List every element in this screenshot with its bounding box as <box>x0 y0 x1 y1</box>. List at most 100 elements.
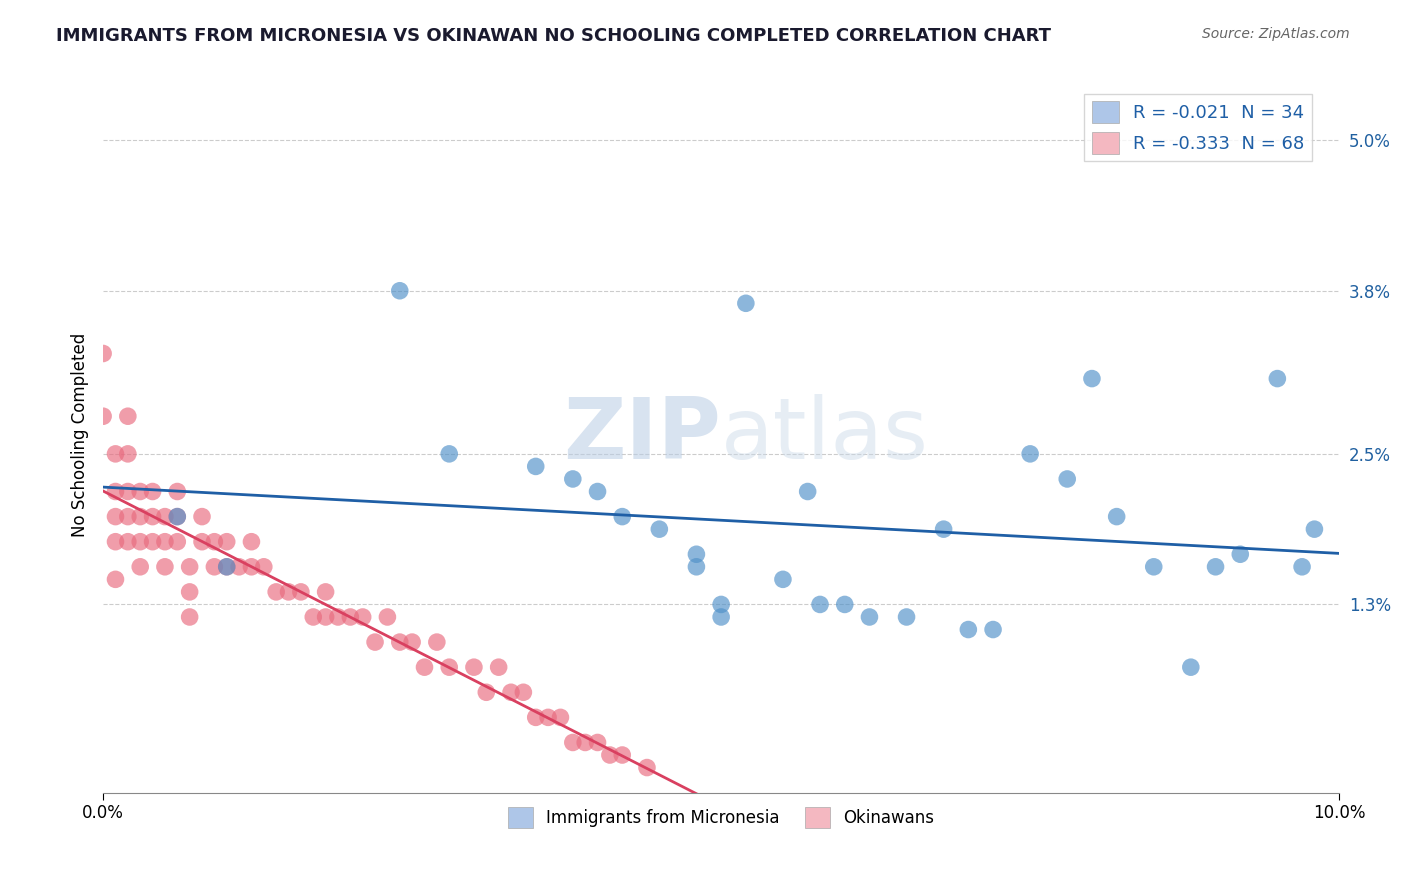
Point <box>574 735 596 749</box>
Point <box>488 660 510 674</box>
Point <box>228 559 250 574</box>
Point <box>401 635 423 649</box>
Point <box>1291 559 1313 574</box>
Point <box>1180 660 1202 674</box>
Point <box>302 610 325 624</box>
Point <box>153 534 176 549</box>
Point <box>1303 522 1326 536</box>
Point <box>377 610 399 624</box>
Point <box>685 547 707 561</box>
Text: ZIP: ZIP <box>564 393 721 476</box>
Point <box>326 610 349 624</box>
Point <box>202 534 225 549</box>
Point <box>179 585 201 599</box>
Point <box>290 585 312 599</box>
Point <box>1143 559 1166 574</box>
Point <box>437 660 460 674</box>
Point <box>710 598 733 612</box>
Point <box>1056 472 1078 486</box>
Point <box>550 710 572 724</box>
Point <box>612 747 634 762</box>
Point <box>388 284 411 298</box>
Point <box>215 559 238 574</box>
Point <box>129 484 152 499</box>
Point <box>1105 509 1128 524</box>
Point <box>599 747 621 762</box>
Text: atlas: atlas <box>721 393 929 476</box>
Point <box>586 484 609 499</box>
Point <box>957 623 980 637</box>
Point <box>191 534 214 549</box>
Point <box>104 484 127 499</box>
Point <box>1267 371 1289 385</box>
Point <box>166 509 188 524</box>
Point <box>129 559 152 574</box>
Point <box>142 534 165 549</box>
Point <box>858 610 880 624</box>
Point <box>142 509 165 524</box>
Text: IMMIGRANTS FROM MICRONESIA VS OKINAWAN NO SCHOOLING COMPLETED CORRELATION CHART: IMMIGRANTS FROM MICRONESIA VS OKINAWAN N… <box>56 27 1052 45</box>
Point <box>1229 547 1251 561</box>
Point <box>537 710 560 724</box>
Point <box>117 409 139 424</box>
Point <box>426 635 449 649</box>
Point <box>117 534 139 549</box>
Point <box>104 509 127 524</box>
Point <box>104 534 127 549</box>
Point <box>215 559 238 574</box>
Point <box>166 484 188 499</box>
Point <box>685 559 707 574</box>
Point <box>388 635 411 649</box>
Point <box>240 559 263 574</box>
Point <box>352 610 374 624</box>
Point <box>512 685 534 699</box>
Point <box>524 459 547 474</box>
Point <box>153 559 176 574</box>
Point <box>91 346 114 360</box>
Point <box>166 534 188 549</box>
Point <box>561 735 583 749</box>
Point <box>636 760 658 774</box>
Point <box>179 610 201 624</box>
Point <box>834 598 856 612</box>
Point <box>91 409 114 424</box>
Point <box>734 296 756 310</box>
Point <box>932 522 955 536</box>
Point <box>437 447 460 461</box>
Point <box>561 472 583 486</box>
Point <box>981 623 1004 637</box>
Point <box>796 484 818 499</box>
Point <box>612 509 634 524</box>
Point <box>364 635 387 649</box>
Point <box>253 559 276 574</box>
Point <box>153 509 176 524</box>
Point <box>896 610 918 624</box>
Point <box>240 534 263 549</box>
Point <box>315 585 337 599</box>
Point <box>499 685 522 699</box>
Point <box>463 660 485 674</box>
Point <box>648 522 671 536</box>
Point <box>1205 559 1227 574</box>
Point <box>315 610 337 624</box>
Point <box>1019 447 1042 461</box>
Point <box>475 685 498 699</box>
Point <box>117 509 139 524</box>
Point <box>104 447 127 461</box>
Point <box>104 572 127 586</box>
Point <box>215 534 238 549</box>
Point <box>1081 371 1104 385</box>
Point <box>524 710 547 724</box>
Point <box>339 610 361 624</box>
Legend: Immigrants from Micronesia, Okinawans: Immigrants from Micronesia, Okinawans <box>502 801 941 834</box>
Point <box>179 559 201 574</box>
Point <box>710 610 733 624</box>
Point <box>772 572 794 586</box>
Point <box>202 559 225 574</box>
Point <box>277 585 299 599</box>
Point <box>166 509 188 524</box>
Point <box>129 509 152 524</box>
Text: Source: ZipAtlas.com: Source: ZipAtlas.com <box>1202 27 1350 41</box>
Point <box>117 484 139 499</box>
Point <box>117 447 139 461</box>
